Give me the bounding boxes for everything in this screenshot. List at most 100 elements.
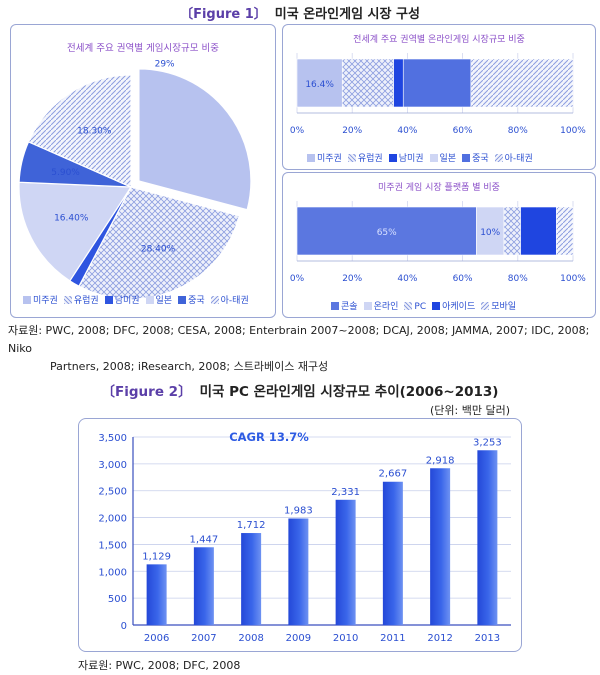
pie-legend: 미주권 유럽권 남미권 일본 중국 아-태권 <box>23 293 255 306</box>
legend-label: 아-태권 <box>220 296 249 306</box>
legend-label: 유럽권 <box>73 296 99 306</box>
platform-legend: 콘솔 온라인 PC 아케이드 모바일 <box>331 299 522 312</box>
pie-legend-item: 유럽권 <box>63 293 99 306</box>
region-bar-legend-item: 중국 <box>462 151 489 164</box>
platform-bar-legend-item: 온라인 <box>363 299 399 312</box>
region-bar-legend-item: 미주권 <box>307 151 342 164</box>
region-bar-segment-3 <box>393 58 404 108</box>
market-size-bar-chart: 0 500 1,000 1,500 2,000 2,500 3,000 3,500 1,129… <box>98 430 511 644</box>
figure1-title-text: 미국 온라인게임 시장 구성 <box>274 7 420 22</box>
region-bar-x-tick: 60% <box>453 126 473 136</box>
legend-label: 남미권 <box>114 296 140 306</box>
bar-value-label-2006: 1,129 <box>142 551 171 562</box>
figure1-source-line2: Partners, 2008; iResearch, 2008; 스트라베이스 … <box>50 360 329 373</box>
platform-bar-legend-item: PC <box>404 302 426 312</box>
figure1-tag: 〔Figure 1〕 <box>180 7 267 22</box>
figure1-title: 〔Figure 1〕 미국 온라인게임 시장 구성 <box>0 3 600 22</box>
legend-swatch <box>331 302 339 310</box>
bar-y-tick: 0 <box>121 621 127 632</box>
bar-2012 <box>430 468 451 625</box>
legend-label: 콘솔 <box>341 302 358 312</box>
region-bar-legend-item: 일본 <box>429 151 457 164</box>
region-bar-segment-6 <box>470 58 574 108</box>
figure2-title-text: 미국 PC 온라인게임 시장규모 추이(2006~2013) <box>199 384 499 400</box>
legend-label: 일본 <box>155 296 173 306</box>
bar-x-tick-2007: 2007 <box>191 633 216 644</box>
region-bar-x-tick: 0% <box>290 126 305 136</box>
pie-legend-item: 미주권 <box>23 293 58 306</box>
region-bar-legend-item: 유럽권 <box>347 151 383 164</box>
pie-title: 전세계 주요 권역별 게임시장규모 비중 <box>67 42 219 54</box>
figure1-source: 자료원: PWC, 2008; DFC, 2008; CESA, 2008; E… <box>8 322 593 376</box>
pie-slice-label-6: 18.30% <box>77 127 112 137</box>
bar-2011 <box>382 481 403 625</box>
legend-label: 온라인 <box>373 302 399 312</box>
bar-x-tick-2013: 2013 <box>475 633 500 644</box>
bar-y-tick: 3,000 <box>98 460 127 471</box>
platform-stacked-bar: 미주권 게임 시장 플랫폼 별 비중 65% 10% 0% 20% 40% 60% 80%… <box>290 181 586 284</box>
bar-value-label-2012: 2,918 <box>426 455 455 466</box>
pie-slice-2 <box>78 186 240 300</box>
bar-y-tick: 3,500 <box>98 433 127 444</box>
bar-y-tick: 500 <box>108 594 127 605</box>
legend-label: 일본 <box>439 154 457 164</box>
region-bar-x-tick: 20% <box>342 126 362 136</box>
bar-x-tick-2009: 2009 <box>286 633 311 644</box>
region-legend: 미주권 유럽권 남미권 일본 중국 아-태권 <box>307 151 539 164</box>
bar-2010 <box>335 499 356 625</box>
legend-label: PC <box>414 302 427 312</box>
legend-label: 아케이드 <box>442 302 476 312</box>
platform-bar-legend-item: 콘솔 <box>331 299 358 312</box>
region-bar-x-tick: 40% <box>397 126 417 136</box>
bar-value-label-2010: 2,331 <box>331 487 360 498</box>
bar-x-tick-2008: 2008 <box>238 633 263 644</box>
platform-bar-x-tick: 60% <box>453 274 473 284</box>
legend-label: 유럽권 <box>357 154 383 164</box>
region-bar-segment-2 <box>341 58 394 108</box>
legend-label: 중국 <box>472 154 489 164</box>
bar-x-tick-2010: 2010 <box>333 633 358 644</box>
bar-2013 <box>477 450 498 625</box>
legend-swatch <box>462 154 471 162</box>
platform-bar-segment-label-2: 10% <box>480 228 500 238</box>
pie-slice-1 <box>138 68 252 211</box>
legend-swatch <box>347 154 356 162</box>
legend-swatch <box>178 296 187 304</box>
legend-swatch <box>429 154 438 162</box>
pie-slice-6 <box>27 74 132 188</box>
bar-x-tick-2011: 2011 <box>380 633 405 644</box>
platform-bar-legend-item: 아케이드 <box>432 299 475 312</box>
pie-legend-item: 일본 <box>145 293 173 306</box>
pie-slice-label-2: 28.40% <box>141 245 176 255</box>
market-size-panel: 0 500 1,000 1,500 2,000 2,500 3,000 3,500 1,129… <box>78 418 522 652</box>
region-bar-title: 전세계 주요 권역별 온라인게임 시장규모 비중 <box>353 33 525 45</box>
bar-y-tick: 1,500 <box>98 540 127 551</box>
legend-swatch <box>23 296 31 304</box>
legend-swatch <box>481 302 490 310</box>
bar-x-tick-2006: 2006 <box>144 633 169 644</box>
legend-swatch <box>307 154 315 162</box>
legend-swatch <box>145 296 154 304</box>
platform-bar-segment-3 <box>503 206 521 256</box>
bar-value-label-2013: 3,253 <box>473 437 502 448</box>
platform-bar-legend-item: 모바일 <box>481 299 516 312</box>
bar-2007 <box>193 547 214 625</box>
figure2-title: 〔Figure 2〕 미국 PC 온라인게임 시장규모 추이(2006~2013) <box>0 380 600 400</box>
platform-bar-segment-5 <box>556 206 574 256</box>
region-bar-legend-item: 아-태권 <box>494 151 533 164</box>
legend-label: 미주권 <box>33 296 58 306</box>
region-bar-x-tick: 100% <box>560 126 586 136</box>
legend-swatch <box>432 302 441 310</box>
platform-bar-segment-1 <box>296 206 477 256</box>
bar-y-tick: 1,000 <box>98 567 127 578</box>
bar-value-label-2011: 2,667 <box>379 469 408 480</box>
platform-bar-segment-2 <box>476 206 505 256</box>
legend-label: 모바일 <box>491 302 517 312</box>
cagr-annotation: CAGR 13.7% <box>229 430 309 444</box>
region-bar-legend-item: 남미권 <box>388 151 424 164</box>
pie-chart-panel: 전세계 주요 권역별 게임시장규모 비중 29% 28.40% 16.40% 5.90… <box>10 24 276 318</box>
pie-slice-label-5: 5.90% <box>51 168 80 178</box>
platform-bar-segment-label-1: 65% <box>377 228 397 238</box>
legend-swatch <box>104 296 113 304</box>
bar-2006 <box>146 564 167 625</box>
